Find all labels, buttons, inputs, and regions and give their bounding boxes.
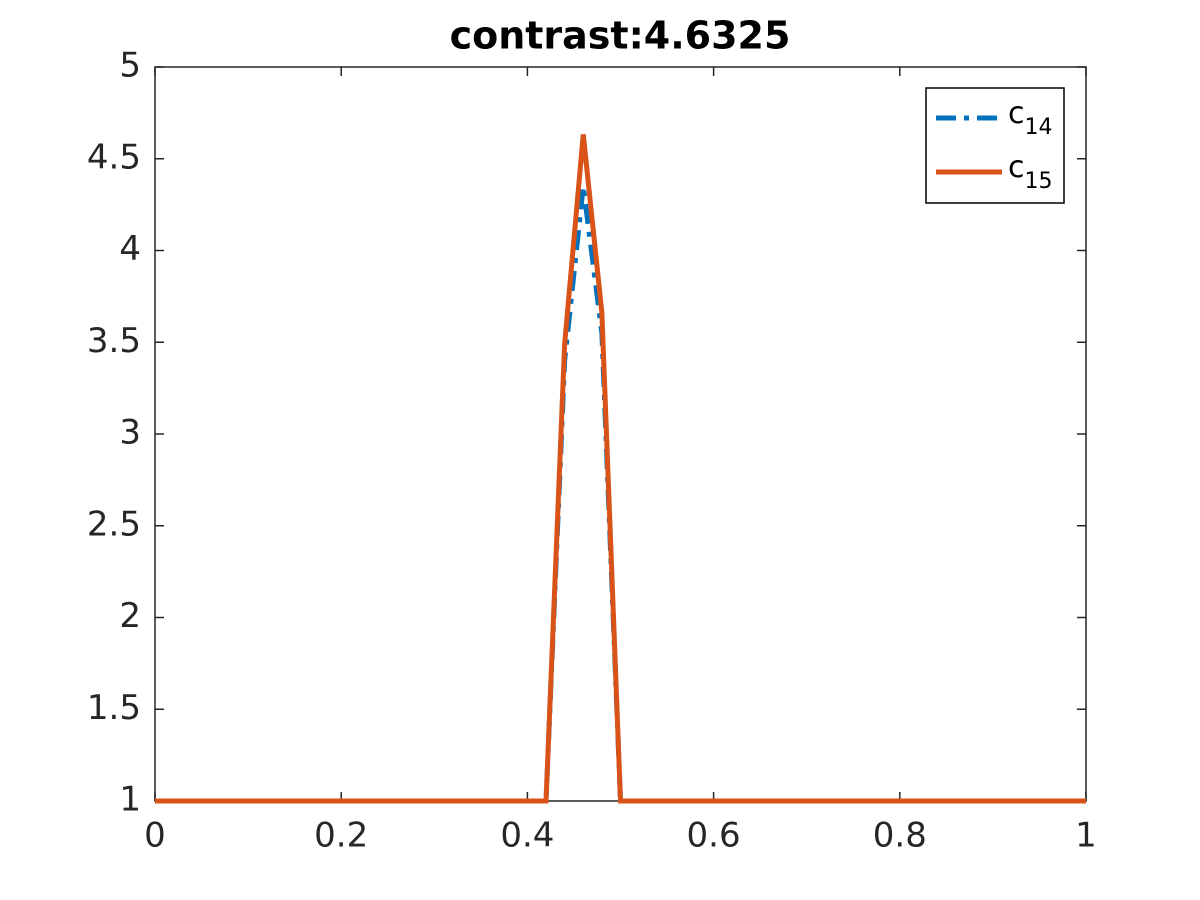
y-tick-label: 1 [119,780,141,820]
y-tick-label: 3 [119,413,141,453]
y-tick-label: 2.5 [87,504,141,544]
legend-label: c14 [1008,96,1053,141]
series-line [155,134,1086,804]
x-tick-label: 1 [1075,816,1097,856]
legend-box [925,87,1065,204]
x-tick-label: 0.8 [873,816,927,856]
x-tick-label: 0 [144,816,166,856]
x-tick-label: 0.6 [687,816,741,856]
y-tick-label: 5 [119,46,141,86]
y-tick-label: 4.5 [87,137,141,177]
y-tick-label: 4 [119,229,141,269]
y-tick-label: 2 [119,596,141,636]
chart-title: contrast:4.6325 [450,14,791,58]
x-tick-label: 0.4 [500,816,554,856]
x-tick-label: 0.2 [314,816,368,856]
legend-label: c15 [1008,150,1053,195]
y-tick-label: 1.5 [87,688,141,728]
y-tick-label: 3.5 [87,321,141,361]
